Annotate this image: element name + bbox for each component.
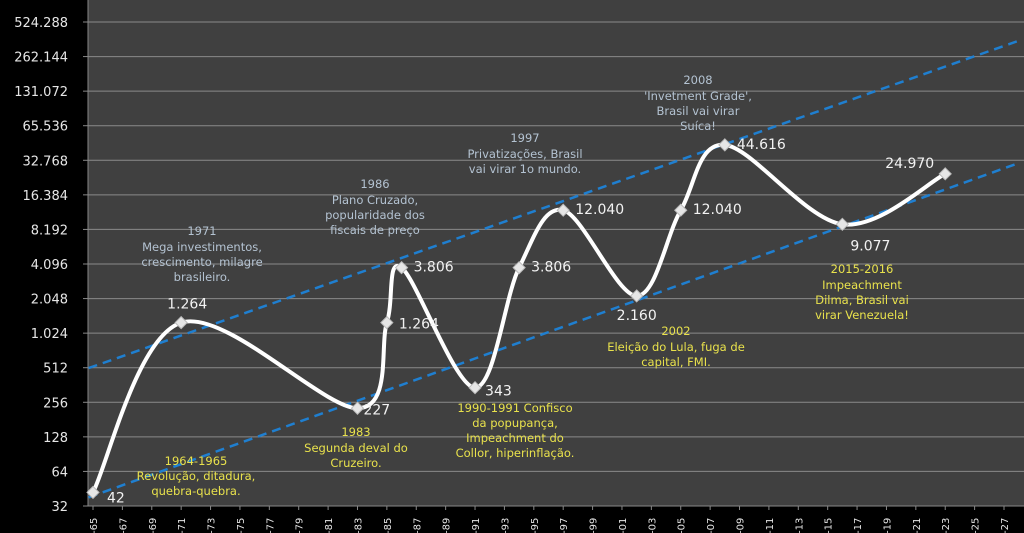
annotation-1986: 1986 Plano Cruzado, popularidade dos fiscai…	[325, 177, 425, 237]
x-tick-label: -81	[324, 518, 335, 533]
x-axis: -65 -67 -69 -71 -73 -75 -77 -79 -81 -83 -85 -87 -89 -…	[88, 505, 1024, 533]
x-tick-label: -83	[353, 518, 364, 533]
x-tick-label: -67	[118, 518, 129, 533]
svg-text:2008'Invetment Grade',Brasil v: 2008 'Invetment Grade', Brasil vai virar Su…	[644, 73, 752, 133]
data-point-marker	[674, 203, 688, 217]
x-tick-label: -27	[1000, 518, 1011, 533]
data-point-marker	[556, 203, 570, 217]
x-tick-label: -13	[794, 518, 805, 533]
annotation-2002: 2002 Eleição do Lula, fuga de capital, FMI…	[607, 324, 745, 369]
annotation-1997: 1997 Privatizações, Brasil vai virar 1o mu…	[467, 131, 582, 176]
data-point-marker	[394, 260, 409, 275]
x-tick-label: -25	[971, 518, 982, 533]
data-point-marker	[350, 401, 365, 415]
data-label: 1.264	[167, 297, 207, 313]
y-tick-label: 262.144	[14, 51, 68, 66]
data-label: 2.160	[617, 308, 657, 324]
y-tick-label: 131.072	[14, 85, 68, 100]
x-tick-label: -75	[236, 518, 247, 533]
data-point-marker	[380, 315, 394, 330]
data-label: 44.616	[737, 137, 786, 153]
y-tick-label: 2.048	[31, 293, 68, 308]
data-point-marker	[718, 138, 732, 152]
data-point-marker	[174, 315, 188, 330]
annotation-2015: 2015-2016 Impeachment Dilma, Brasil vai vir…	[815, 262, 909, 322]
data-label: 12.040	[693, 202, 742, 218]
gridlines	[88, 21, 1024, 507]
plot-area	[88, 0, 1024, 506]
series-line	[86, 138, 952, 500]
x-tick-label: -71	[177, 518, 188, 533]
x-tick-label: -07	[706, 518, 717, 533]
y-tick-label: 4.096	[31, 258, 68, 273]
data-point-marker	[835, 217, 850, 232]
data-label: 12.040	[575, 202, 624, 218]
x-tick-label: -97	[559, 518, 570, 533]
y-axis: 32 64 128 256 512 1.024 2.048 4.096 8.192 16.384 3…	[14, 0, 89, 515]
data-label: 3.806	[531, 260, 571, 276]
y-tick-label: 128	[43, 431, 68, 446]
data-label: 1.264	[399, 317, 439, 333]
y-tick-label: 32.768	[23, 154, 69, 169]
data-label: 24.970	[885, 156, 934, 172]
x-tick-label: -89	[442, 518, 453, 533]
x-tick-label: -09	[736, 518, 747, 533]
annotation-1971: 1971 Mega investimentos, crescimento, mila…	[141, 224, 262, 284]
y-tick-label: 1.024	[31, 327, 68, 342]
data-label: 9.077	[850, 238, 890, 254]
data-label: 227	[363, 402, 390, 418]
data-point-marker	[629, 289, 644, 303]
data-labels: 42 1.264 227 1.264 3.806 343 3.806 12.040 2.160 1…	[107, 137, 934, 507]
annotation-1964: 1964-1965 Revolução, ditadura, quebra-queb…	[137, 454, 256, 498]
data-point-marker	[938, 167, 952, 181]
x-tick-label: -65	[89, 518, 100, 533]
x-tick-label: -91	[471, 518, 482, 533]
x-tick-label: -95	[530, 518, 541, 533]
x-tick-label: -69	[148, 518, 159, 533]
y-tick-label: 16.384	[23, 189, 69, 204]
x-tick-label: -03	[647, 518, 658, 533]
x-tick-label: -11	[765, 518, 776, 533]
data-label: 42	[107, 490, 125, 506]
x-tick-label: -01	[618, 518, 629, 533]
x-tick-label: -23	[941, 518, 952, 533]
x-tick-label: -85	[383, 518, 394, 533]
x-tick-label: -77	[265, 518, 276, 533]
annotation-1983: 1983 Segunda deval do Cruzeiro.	[304, 425, 408, 470]
x-tick-label: -87	[412, 518, 423, 533]
x-tick-label: -99	[589, 518, 600, 533]
y-tick-label: 524.288	[14, 16, 68, 31]
y-tick-label: 512	[43, 362, 68, 377]
x-tick-label: -21	[912, 518, 923, 533]
x-tick-label: -93	[500, 518, 511, 533]
data-point-marker	[468, 380, 482, 395]
x-tick-label: -79	[295, 518, 306, 533]
x-tick-label: -15	[824, 518, 835, 533]
y-tick-label: 32	[51, 500, 68, 515]
x-tick-label: -73	[207, 518, 218, 533]
y-tick-label: 8.192	[31, 223, 68, 238]
data-point-marker	[512, 260, 526, 275]
x-tick-label: -19	[882, 518, 893, 533]
y-tick-label: 64	[51, 465, 68, 480]
data-label: 3.806	[414, 260, 454, 276]
data-label: 343	[485, 384, 512, 400]
y-tick-label: 256	[43, 396, 68, 411]
annotation-1990: 1990-1991 Confisco da popupança, Impeachme…	[456, 401, 575, 460]
y-tick-label: 65.536	[23, 120, 69, 135]
x-tick-label: -17	[853, 518, 864, 533]
data-point-marker	[86, 485, 100, 500]
x-tick-label: -05	[677, 518, 688, 533]
annotation-2008: 2008 'Invetment Grade', Brasil vai virar Su…	[644, 73, 752, 133]
